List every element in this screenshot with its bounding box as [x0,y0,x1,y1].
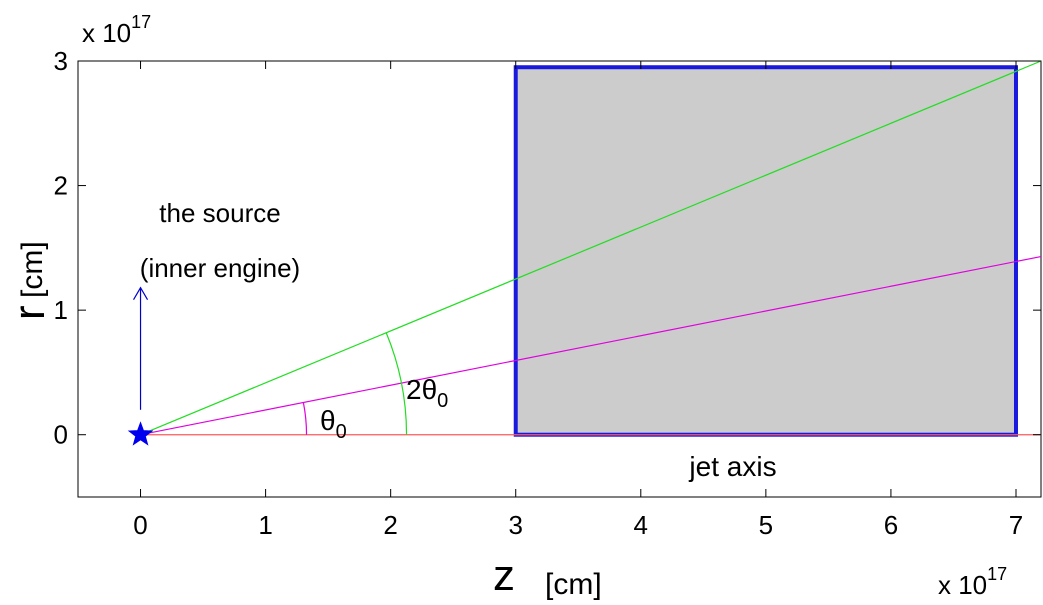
jet-axis-label: jet axis [688,451,776,482]
source-label-line1: the source [159,198,280,228]
x-tick-label: 6 [884,510,898,540]
theta0-arc [302,402,308,435]
shaded-region [513,65,1018,437]
series-line-2 [140,60,1042,436]
two-theta0-arc [385,332,408,435]
x-tick-label: 4 [634,510,648,540]
y-tick-label: 3 [54,46,68,76]
source-star-icon [127,421,154,446]
x-tick-label: 3 [508,510,522,540]
y-tick-label: 2 [54,171,68,201]
y-axis-label: r [5,305,54,320]
source-label-line2: (inner engine) [140,253,300,283]
x-tick-label: 1 [258,510,272,540]
x-tick-label: 0 [133,510,147,540]
x-exponent-label: x 1017 [938,564,1007,600]
theta0-label: θ0 [320,405,347,443]
y-exponent-label: x 1017 [82,12,151,48]
y-axis-label-group: r [cm] [5,241,54,320]
source-arrow-head [133,286,149,301]
x-tick-label: 7 [1009,510,1023,540]
y-tick-label: 1 [54,295,68,325]
x-axis-unit: [cm] [545,568,602,601]
x-axis-label: z [493,551,515,600]
two-theta0-label: 2θ0 [406,374,448,412]
x-tick-label: 5 [759,510,773,540]
y-axis-unit: [cm] [16,241,49,298]
x-tick-label: 2 [383,510,397,540]
series-line-1 [140,255,1042,436]
y-tick-label: 0 [54,420,68,450]
